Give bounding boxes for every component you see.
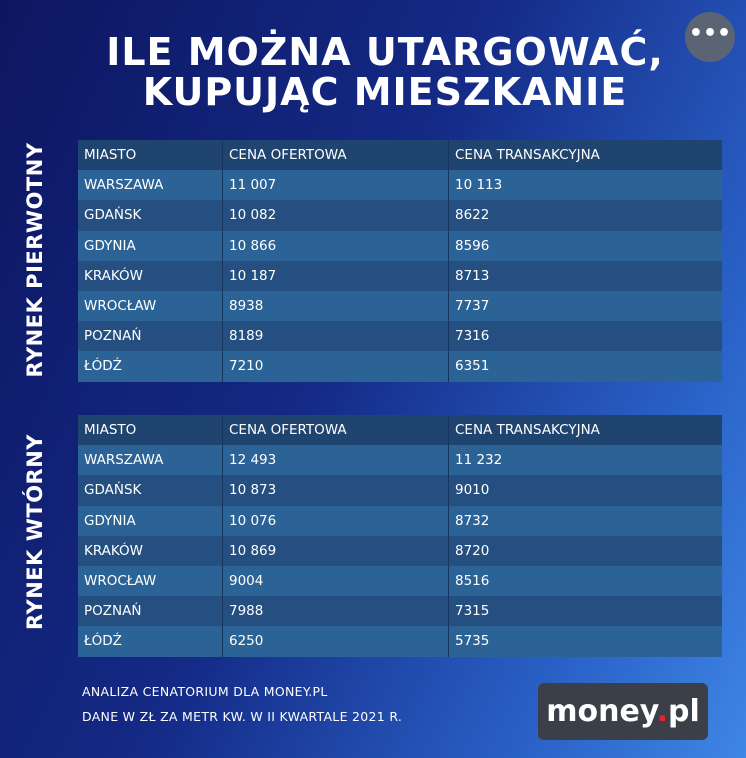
table-row: GDYNIA 10 866 8596 — [78, 230, 722, 261]
table-row: GDAŃSK 10 082 8622 — [78, 200, 722, 231]
logo: money.pl — [538, 683, 708, 740]
title-line: KUPUJĄC MIESZKANIE — [142, 70, 628, 114]
column-header: CENA TRANSAKCYJNA — [448, 140, 722, 171]
logo-text: money — [546, 694, 657, 729]
title-line: ILE MOŻNA UTARGOWAĆ, — [106, 30, 664, 74]
table-row: WROCŁAW 8938 7737 — [78, 290, 722, 322]
table-row: POZNAŃ 8189 7316 — [78, 321, 722, 352]
footer-line: ANALIZA CENATORIUM DLA MONEY.PL — [82, 684, 328, 699]
table-cell: 7737 — [448, 290, 722, 322]
table-cell: 11 232 — [448, 445, 722, 476]
column-header: MIASTO — [78, 140, 223, 171]
table-cell: GDYNIA — [78, 230, 223, 261]
table-cell: 10 113 — [448, 170, 722, 201]
column-header: CENA OFERTOWA — [222, 140, 449, 171]
column-header: CENA OFERTOWA — [222, 415, 449, 446]
table-cell: 10 076 — [222, 505, 449, 536]
table-row: GDAŃSK 10 873 9010 — [78, 475, 722, 506]
table-cell: 7315 — [448, 596, 722, 627]
table-cell: 6250 — [222, 626, 449, 657]
table-cell: WARSZAWA — [78, 170, 223, 201]
table-cell: 8732 — [448, 505, 722, 536]
footer-line: DANE W ZŁ ZA METR KW. W II KWARTALE 2021… — [82, 709, 403, 724]
price-table: MIASTO CENA OFERTOWA CENA TRANSAKCYJNA WARS… — [78, 415, 722, 657]
table-cell: 9004 — [222, 565, 449, 597]
table-cell: KRAKÓW — [78, 535, 223, 566]
table-cell: 8516 — [448, 565, 722, 597]
column-header: CENA TRANSAKCYJNA — [448, 415, 722, 446]
price-table: MIASTO CENA OFERTOWA CENA TRANSAKCYJNA WARS… — [78, 140, 722, 382]
column-header: MIASTO — [78, 415, 223, 446]
table-cell: GDAŃSK — [78, 475, 223, 506]
table-row: POZNAŃ 7988 7315 — [78, 596, 722, 627]
table-cell: GDYNIA — [78, 505, 223, 536]
table-cell: 8622 — [448, 200, 722, 231]
table-cell: POZNAŃ — [78, 596, 223, 627]
table-cell: 10 869 — [222, 535, 449, 566]
more-button[interactable]: ••• — [685, 12, 735, 62]
header-row: MIASTO CENA OFERTOWA CENA TRANSAKCYJNA — [78, 140, 722, 171]
section-label: RYNEK WTÓRNY — [23, 433, 47, 631]
table-cell: 8713 — [448, 260, 722, 291]
table-cell: 9010 — [448, 475, 722, 506]
table-cell: 7210 — [222, 351, 449, 382]
header-row: MIASTO CENA OFERTOWA CENA TRANSAKCYJNA — [78, 415, 722, 446]
table-cell: 6351 — [448, 351, 722, 382]
table-cell: 7316 — [448, 321, 722, 352]
logo-text: pl — [668, 694, 700, 729]
table-cell: 8596 — [448, 230, 722, 261]
table-cell: GDAŃSK — [78, 200, 223, 231]
table-cell: 11 007 — [222, 170, 449, 201]
table-cell: 8938 — [222, 290, 449, 322]
table-cell: 12 493 — [222, 445, 449, 476]
table-row: KRAKÓW 10 869 8720 — [78, 535, 722, 566]
table-cell: WROCŁAW — [78, 565, 223, 597]
table-cell: 5735 — [448, 626, 722, 657]
table-cell: 8189 — [222, 321, 449, 352]
table-cell: WROCŁAW — [78, 290, 223, 322]
table-row: WARSZAWA 11 007 10 113 — [78, 170, 722, 201]
table-cell: POZNAŃ — [78, 321, 223, 352]
table-cell: WARSZAWA — [78, 445, 223, 476]
logo-dot: . — [656, 694, 669, 729]
table-cell: 10 873 — [222, 475, 449, 506]
table-cell: 10 866 — [222, 230, 449, 261]
section-label: RYNEK PIERWOTNY — [23, 142, 47, 378]
table-row: WARSZAWA 12 493 11 232 — [78, 445, 722, 476]
table-row: ŁÓDŹ 7210 6351 — [78, 351, 722, 382]
table-row: ŁÓDŹ 6250 5735 — [78, 626, 722, 657]
table-row: WROCŁAW 9004 8516 — [78, 565, 722, 597]
table-cell: ŁÓDŹ — [78, 351, 223, 382]
table-row: GDYNIA 10 076 8732 — [78, 505, 722, 536]
table-cell: KRAKÓW — [78, 260, 223, 291]
table-cell: ŁÓDŹ — [78, 626, 223, 657]
table-cell: 8720 — [448, 535, 722, 566]
table-cell: 10 187 — [222, 260, 449, 291]
table-row: KRAKÓW 10 187 8713 — [78, 260, 722, 291]
table-cell: 7988 — [222, 596, 449, 627]
table-cell: 10 082 — [222, 200, 449, 231]
